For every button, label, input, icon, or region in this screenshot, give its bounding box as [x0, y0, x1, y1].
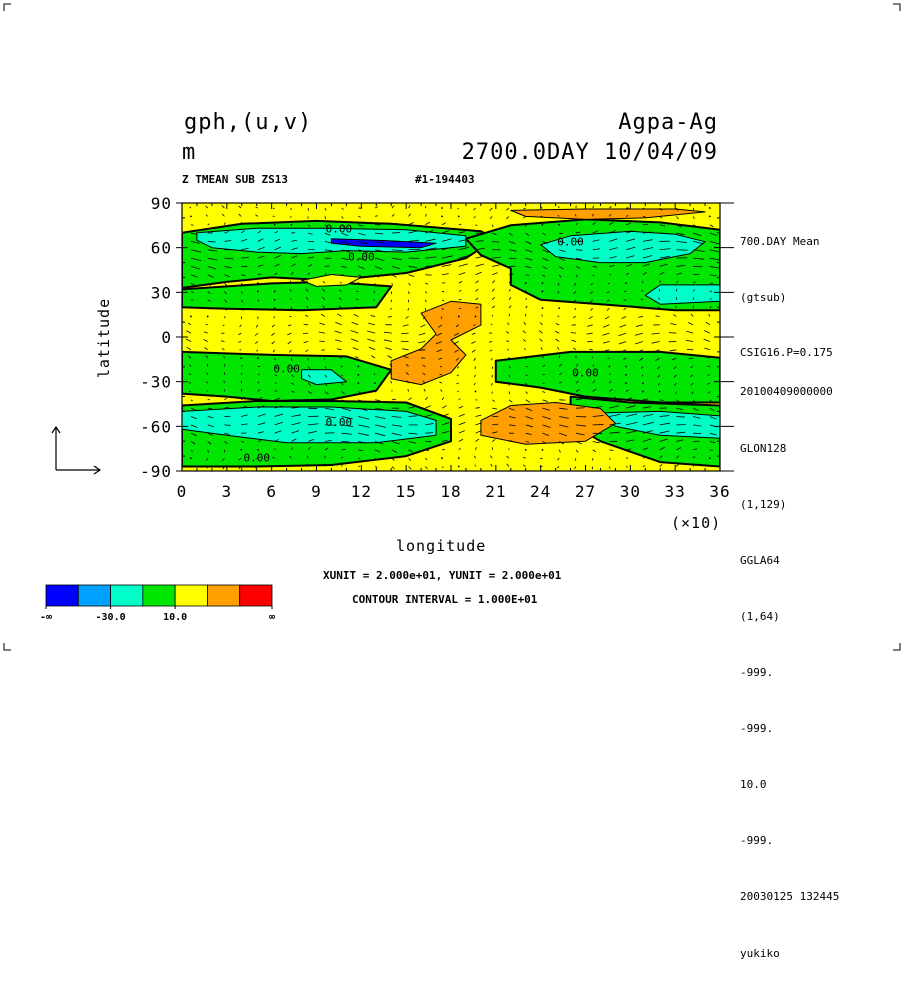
side-info-line: 10.0 [740, 776, 839, 795]
colorbar: -∞ -30.0 10.0 ∞ [0, 0, 904, 654]
colorbar-swatch [240, 585, 272, 606]
side-info-line: 20030125 132445 [740, 888, 839, 907]
colorbar-swatch [46, 585, 78, 606]
colorbar-swatch [143, 585, 175, 606]
colorbar-label: -30.0 [96, 612, 126, 623]
side-info-line: -999. [740, 832, 839, 851]
side-info-line: yukiko [740, 945, 839, 964]
colorbar-swatch [175, 585, 207, 606]
colorbar-swatch [78, 585, 110, 606]
colorbar-label: 10.0 [163, 612, 187, 623]
side-info-line: -999. [740, 664, 839, 683]
side-info-line: -999. [740, 720, 839, 739]
colorbar-label: -∞ [40, 612, 52, 623]
colorbar-swatch [111, 585, 143, 606]
colorbar-swatch [207, 585, 239, 606]
colorbar-label: ∞ [269, 612, 275, 623]
